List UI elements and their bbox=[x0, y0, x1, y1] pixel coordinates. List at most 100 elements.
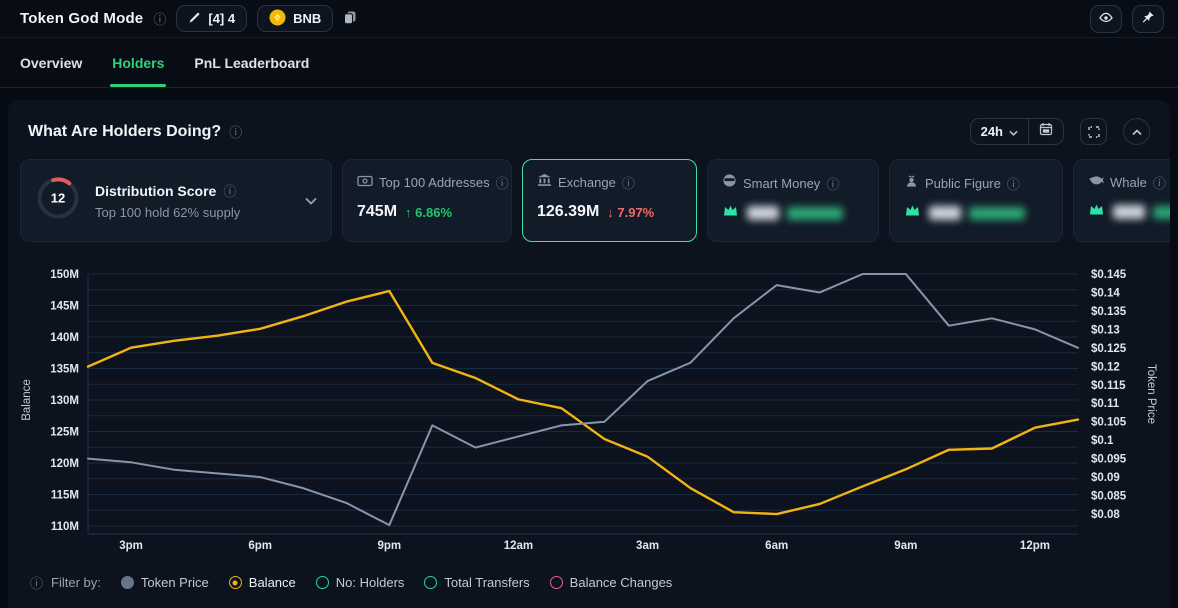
info-icon[interactable]: ⓘ bbox=[223, 184, 237, 199]
x-axis-tick: 9am bbox=[894, 540, 917, 552]
time-range-group: 24h bbox=[969, 118, 1064, 145]
right-axis-tick: $0.09 bbox=[1091, 472, 1120, 484]
info-icon[interactable]: ⓘ bbox=[621, 176, 635, 191]
holders-chart: 150M 145M 140M 135M 130M 125M 120M 115M 110M $0.1… bbox=[8, 248, 1170, 563]
exchange-card[interactable]: Exchange ⓘ 126.39M ↓ 7.97% bbox=[522, 159, 697, 242]
info-icon[interactable]: ⓘ bbox=[153, 12, 167, 27]
tab-overview[interactable]: Overview bbox=[20, 38, 82, 87]
x-axis-tick: 6am bbox=[765, 540, 788, 552]
tab-overview-label: Overview bbox=[20, 54, 83, 71]
distribution-score-subtitle: Top 100 hold 62% supply bbox=[95, 205, 241, 220]
right-axis-tick: $0.135 bbox=[1091, 306, 1127, 318]
smart-money-icon bbox=[722, 173, 737, 193]
copy-address-button[interactable] bbox=[343, 10, 357, 28]
info-icon[interactable]: ⓘ bbox=[826, 176, 840, 192]
left-axis-tick: 130M bbox=[50, 395, 79, 407]
calendar-button[interactable] bbox=[1029, 119, 1063, 144]
locked-value-blur bbox=[929, 206, 961, 220]
bnb-coin-icon bbox=[269, 8, 286, 29]
public-figure-icon bbox=[904, 173, 919, 193]
filter-option-total-transfers[interactable]: Total Transfers bbox=[424, 575, 530, 590]
public-figure-card[interactable]: Public Figure ⓘ bbox=[889, 159, 1063, 242]
public-figure-title: Public Figure bbox=[925, 175, 1001, 191]
series-token-price bbox=[87, 273, 1079, 527]
page-title: Token God Mode bbox=[20, 10, 144, 27]
holders-activity-panel: What Are Holders Doing? ⓘ 24h bbox=[8, 100, 1170, 608]
distribution-score-title: Distribution Score bbox=[95, 182, 217, 199]
series-balance bbox=[86, 289, 1080, 516]
filter-bar: ⓘ Filter by: Token Price Balance No: Holde… bbox=[8, 563, 1170, 592]
top100-addresses-card[interactable]: Top 100 Addresses ⓘ 745M ↑ 6.86% bbox=[342, 159, 512, 242]
crown-icon bbox=[904, 204, 921, 222]
info-icon[interactable]: ⓘ bbox=[495, 176, 509, 191]
whale-icon bbox=[1088, 173, 1104, 192]
right-axis-tick: $0.085 bbox=[1091, 491, 1127, 503]
radio-icon bbox=[424, 576, 438, 589]
locked-value-blur bbox=[747, 206, 779, 220]
edit-token-button[interactable]: [4] 4 bbox=[176, 5, 248, 32]
left-axis-tick: 110M bbox=[51, 521, 79, 533]
info-icon[interactable]: ⓘ bbox=[1006, 176, 1020, 192]
right-axis-tick: $0.13 bbox=[1091, 324, 1120, 336]
left-axis-tick: 145M bbox=[50, 301, 79, 313]
left-axis-tick: 150M bbox=[50, 269, 79, 281]
left-axis-tick: 120M bbox=[50, 458, 79, 470]
x-axis-tick: 6pm bbox=[248, 540, 272, 552]
whale-card[interactable]: Whale ⓘ bbox=[1073, 159, 1170, 242]
right-axis-tick: $0.08 bbox=[1091, 509, 1120, 521]
left-axis-tick: 115M bbox=[51, 490, 79, 502]
right-axis-tick: $0.14 bbox=[1091, 287, 1120, 299]
top100-title: Top 100 Addresses bbox=[379, 175, 490, 190]
edit-token-label: [4] 4 bbox=[208, 11, 236, 26]
filter-option-label: Balance bbox=[248, 575, 296, 590]
time-range-dropdown[interactable]: 24h bbox=[971, 119, 1028, 144]
info-icon[interactable]: ⓘ bbox=[1152, 176, 1166, 191]
right-axis-tick: $0.095 bbox=[1091, 454, 1127, 466]
left-axis-tick: 125M bbox=[50, 427, 79, 439]
stat-cards-row: 12 Distribution Score ⓘ Top 100 hold 62%… bbox=[8, 151, 1170, 242]
bank-icon bbox=[537, 173, 552, 192]
right-axis-tick: $0.105 bbox=[1091, 417, 1127, 429]
exchange-change: ↓ 7.97% bbox=[607, 204, 655, 220]
locked-value-blur bbox=[1113, 205, 1145, 219]
distribution-score-card[interactable]: 12 Distribution Score ⓘ Top 100 hold 62%… bbox=[20, 159, 332, 242]
smart-money-title: Smart Money bbox=[743, 175, 821, 191]
pencil-icon bbox=[188, 11, 201, 27]
tab-pnl-leaderboard-label: PnL Leaderboard bbox=[194, 54, 310, 71]
smart-money-card[interactable]: Smart Money ⓘ bbox=[707, 159, 879, 242]
locked-change-blur bbox=[1153, 205, 1170, 219]
calendar-icon bbox=[1039, 122, 1053, 141]
panel-info-icon[interactable]: ⓘ bbox=[229, 125, 243, 140]
locked-change-blur bbox=[787, 206, 843, 220]
filter-option-no-holders[interactable]: No: Holders bbox=[315, 575, 404, 590]
eye-icon bbox=[1098, 10, 1114, 27]
x-axis-tick: 3am bbox=[636, 540, 659, 552]
watch-button[interactable] bbox=[1090, 4, 1122, 33]
right-axis-tick: $0.1 bbox=[1091, 435, 1114, 447]
right-axis-tick: $0.145 bbox=[1091, 269, 1127, 281]
filter-option-label: Total Transfers bbox=[444, 575, 530, 590]
fullscreen-button[interactable] bbox=[1080, 118, 1107, 145]
tab-bar: Overview Holders PnL Leaderboard bbox=[0, 38, 1178, 88]
panel-title: What Are Holders Doing? bbox=[28, 122, 222, 140]
pin-button[interactable] bbox=[1132, 4, 1164, 33]
tab-pnl-leaderboard[interactable]: PnL Leaderboard bbox=[194, 38, 309, 87]
network-badge[interactable]: BNB bbox=[257, 5, 334, 32]
filter-option-token-price[interactable]: Token Price bbox=[120, 575, 209, 590]
left-axis-tick: 140M bbox=[50, 332, 79, 344]
active-tab-underline bbox=[110, 84, 167, 87]
collapse-button[interactable] bbox=[1123, 118, 1150, 145]
filter-option-balance[interactable]: Balance bbox=[228, 575, 296, 590]
chevron-down-icon[interactable] bbox=[305, 192, 317, 210]
left-axis-tick: 135M bbox=[50, 364, 79, 376]
tab-holders[interactable]: Holders bbox=[110, 38, 167, 87]
pin-icon bbox=[1141, 10, 1155, 27]
right-axis-title: Token Price bbox=[1145, 364, 1157, 424]
network-label: BNB bbox=[293, 11, 322, 26]
info-icon[interactable]: ⓘ bbox=[30, 576, 44, 591]
banknote-icon bbox=[357, 174, 373, 192]
filter-by-label: Filter by: bbox=[51, 575, 101, 590]
chevron-down-icon bbox=[1009, 124, 1018, 139]
chevron-up-icon bbox=[1131, 124, 1142, 139]
filter-option-balance-changes[interactable]: Balance Changes bbox=[549, 575, 672, 590]
